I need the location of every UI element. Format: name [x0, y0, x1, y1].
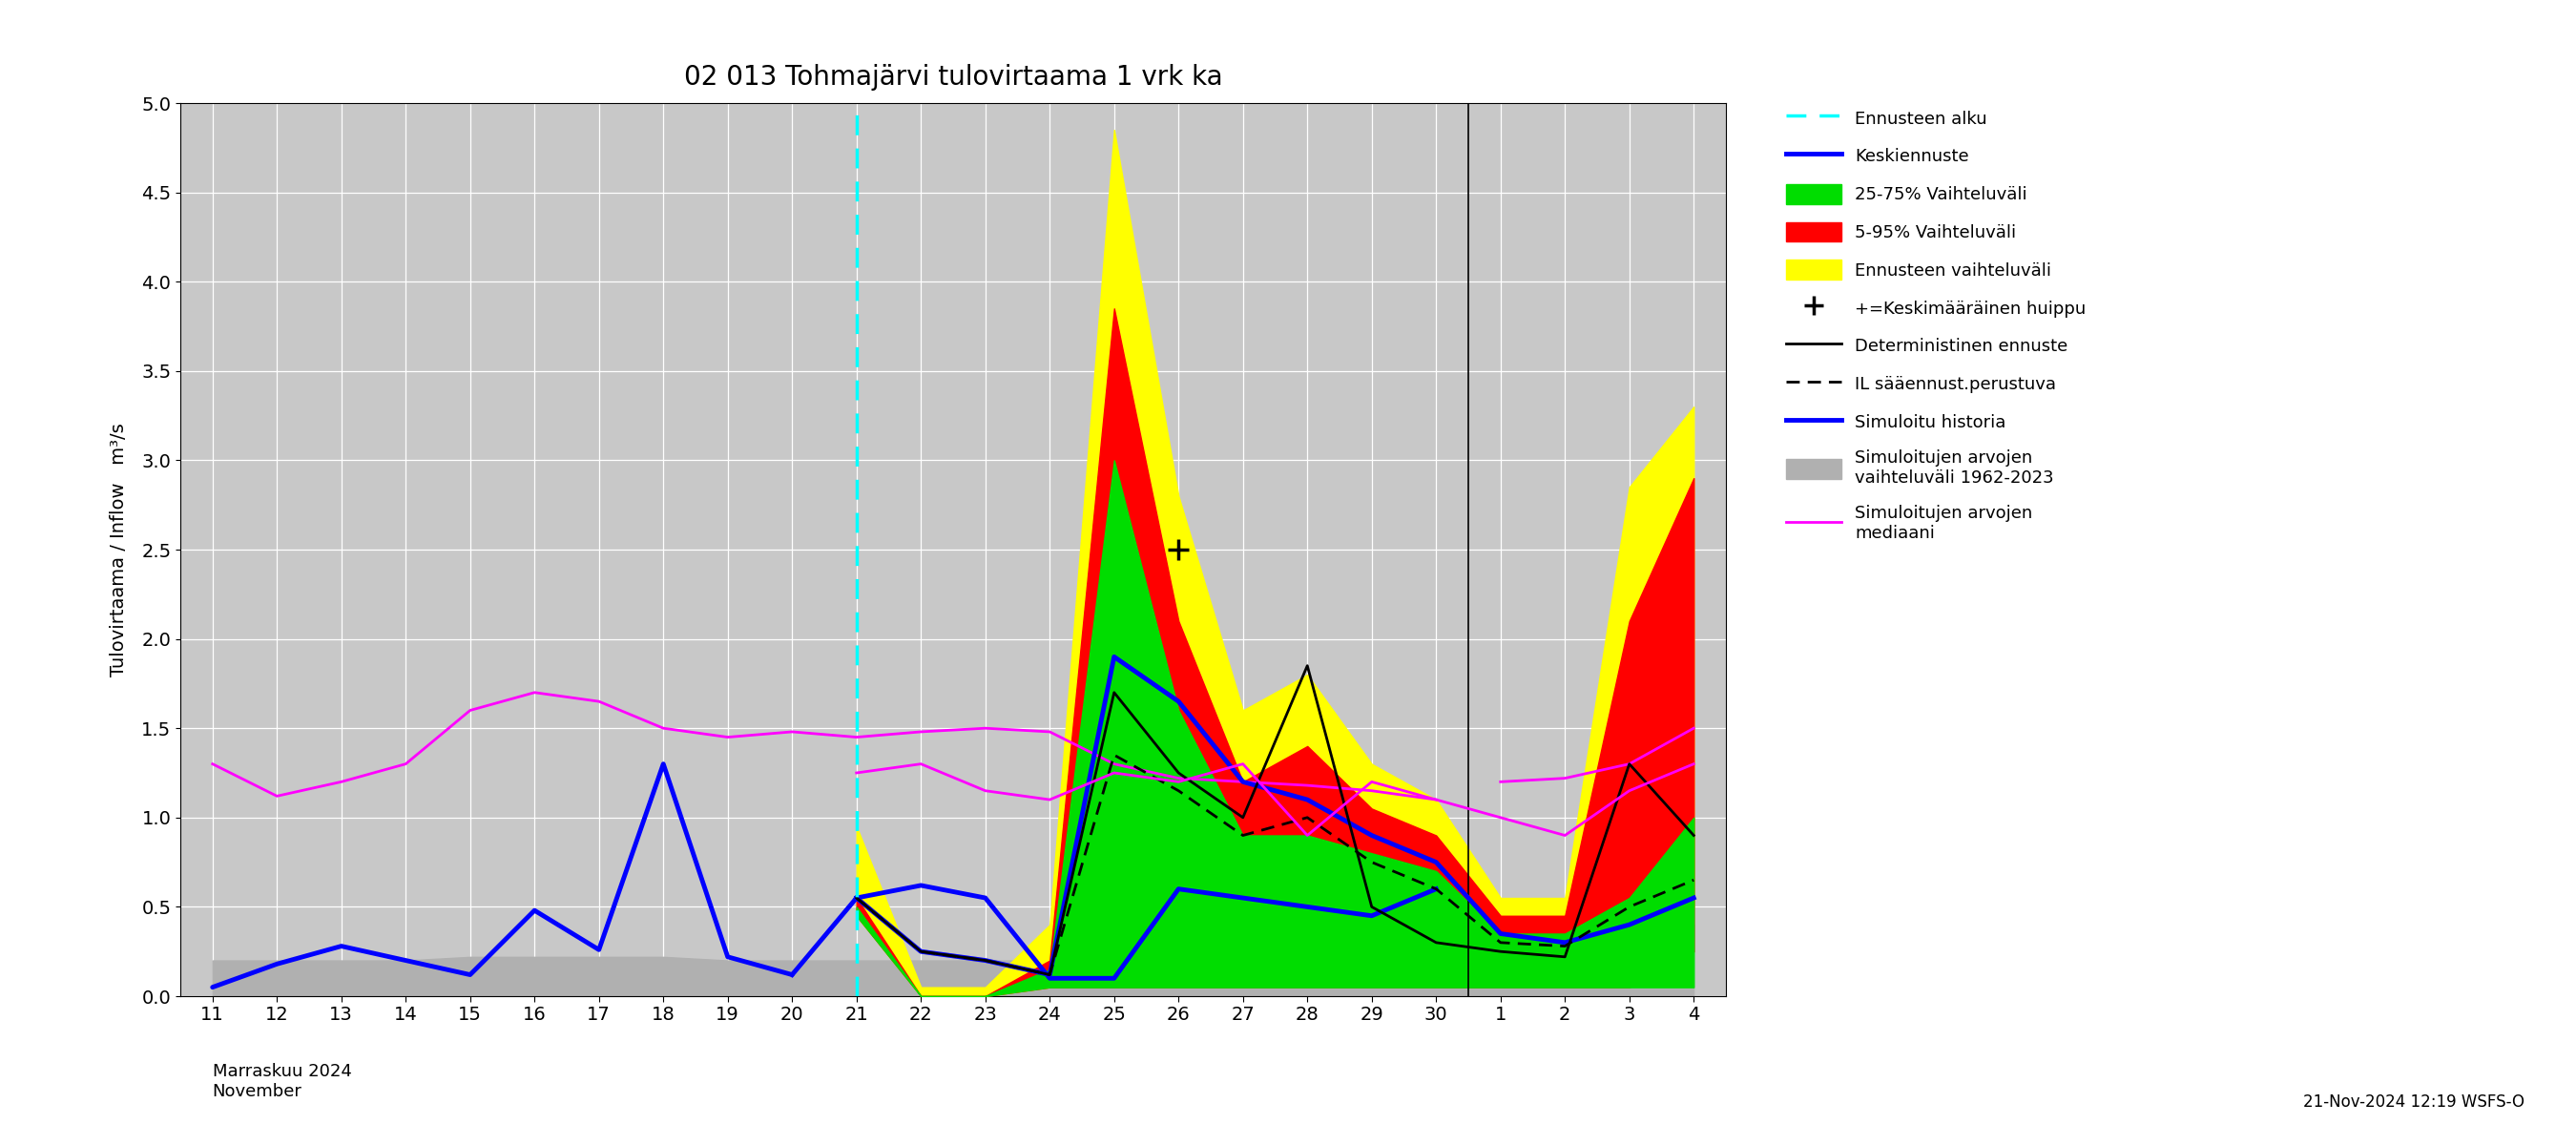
Text: Marraskuu 2024
November: Marraskuu 2024 November	[211, 1063, 353, 1100]
Legend: Ennusteen alku, Keskiennuste, 25-75% Vaihteluväli, 5-95% Vaihteluväli, Ennusteen: Ennusteen alku, Keskiennuste, 25-75% Vai…	[1780, 103, 2092, 547]
Title: 02 013 Tohmajärvi tulovirtaama 1 vrk ka: 02 013 Tohmajärvi tulovirtaama 1 vrk ka	[683, 63, 1224, 90]
Y-axis label: Tulovirtaama / Inflow   m³/s: Tulovirtaama / Inflow m³/s	[111, 423, 129, 677]
Text: 21-Nov-2024 12:19 WSFS-O: 21-Nov-2024 12:19 WSFS-O	[2303, 1093, 2524, 1111]
